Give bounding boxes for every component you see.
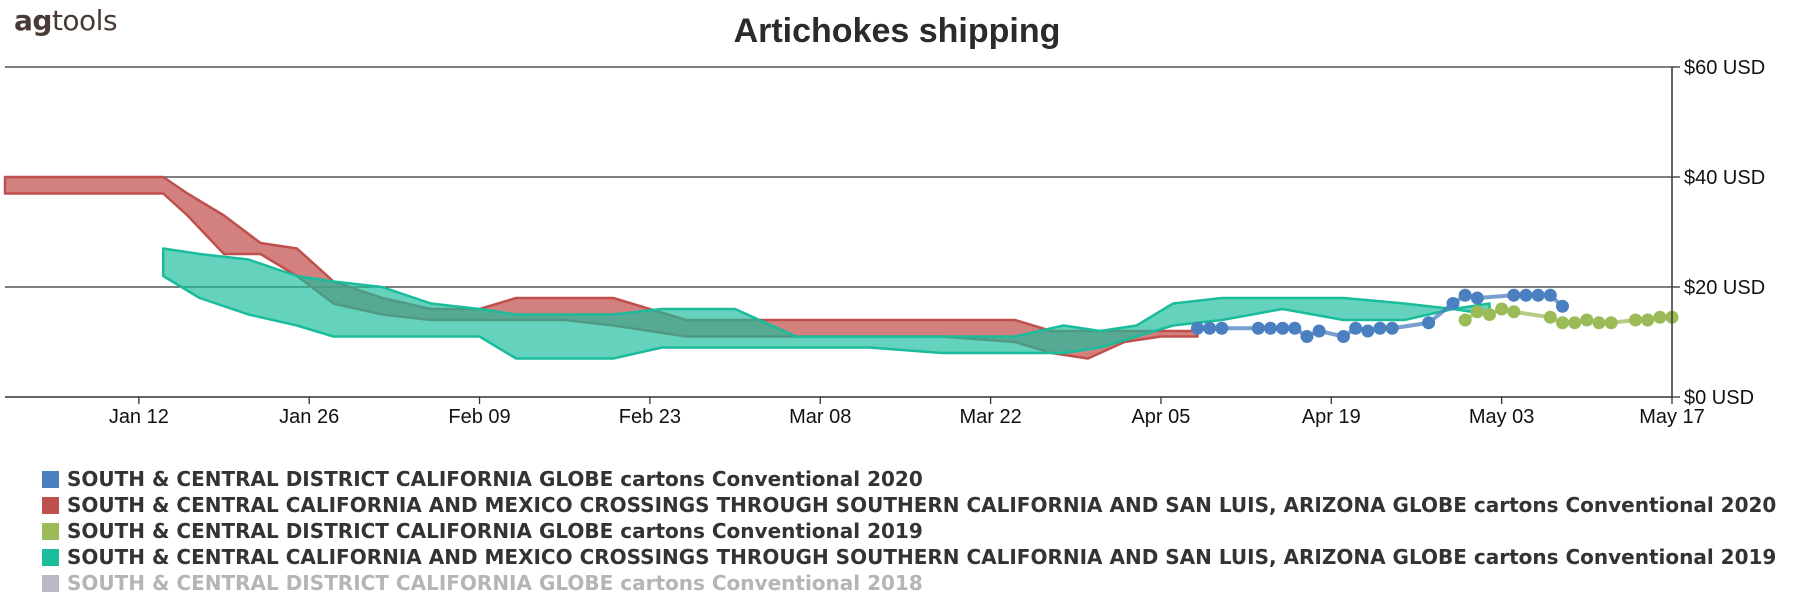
x-tick-label: Mar 08 (789, 406, 851, 428)
data-point (1422, 316, 1436, 330)
data-point (1568, 316, 1582, 330)
data-point (1263, 321, 1277, 335)
legend-item[interactable]: SOUTH & CENTRAL DISTRICT CALIFORNIA GLOB… (42, 518, 1776, 544)
data-point (1349, 321, 1363, 335)
data-point (1446, 297, 1460, 310)
x-tick-label: May 17 (1639, 406, 1705, 428)
legend-label: SOUTH & CENTRAL DISTRICT CALIFORNIA GLOB… (67, 519, 923, 543)
legend-swatch (42, 496, 59, 514)
x-tick-label: Feb 23 (619, 406, 681, 428)
data-point (1312, 324, 1326, 338)
legend-label: SOUTH & CENTRAL DISTRICT CALIFORNIA GLOB… (67, 467, 923, 491)
legend-item[interactable]: SOUTH & CENTRAL DISTRICT CALIFORNIA GLOB… (42, 466, 1776, 492)
chart-title: Artichokes shipping (734, 12, 1061, 50)
data-point (1653, 310, 1667, 324)
legend-label: SOUTH & CENTRAL DISTRICT CALIFORNIA GLOB… (67, 571, 923, 595)
y-tick-label: $60 USD (1684, 57, 1765, 79)
data-point (1592, 316, 1606, 330)
data-point (1385, 321, 1399, 335)
data-point (1203, 321, 1217, 335)
x-tick-label: Apr 19 (1302, 406, 1361, 428)
data-point (1543, 310, 1557, 324)
legend-swatch (42, 548, 59, 566)
x-tick-label: Feb 09 (448, 406, 510, 428)
data-point (1373, 321, 1387, 335)
data-point (1251, 321, 1265, 335)
data-point (1507, 305, 1521, 319)
data-point (1458, 288, 1472, 302)
y-tick-label: $20 USD (1684, 277, 1765, 299)
legend-item[interactable]: SOUTH & CENTRAL CALIFORNIA AND MEXICO CR… (42, 544, 1776, 570)
data-point (1458, 313, 1472, 327)
y-tick-label: $0 USD (1684, 387, 1754, 409)
data-point (1470, 305, 1484, 319)
data-point (1215, 321, 1229, 335)
data-point (1531, 288, 1545, 302)
data-point (1482, 308, 1496, 321)
legend-label: SOUTH & CENTRAL CALIFORNIA AND MEXICO CR… (67, 493, 1777, 517)
data-point (1300, 330, 1314, 343)
legend-swatch (42, 574, 59, 592)
data-point (1276, 321, 1290, 335)
x-tick-label: Mar 22 (959, 406, 1021, 428)
legend-item[interactable]: SOUTH & CENTRAL CALIFORNIA AND MEXICO CR… (42, 492, 1776, 518)
data-point (1555, 316, 1569, 330)
data-point (1190, 321, 1204, 335)
x-tick-label: May 03 (1469, 406, 1535, 428)
legend-item[interactable]: SOUTH & CENTRAL DISTRICT CALIFORNIA GLOB… (42, 570, 1776, 596)
data-point (1604, 316, 1618, 330)
data-point (1495, 302, 1509, 316)
legend-swatch (42, 522, 59, 540)
legend-swatch (42, 470, 59, 488)
x-tick-label: Jan 12 (109, 406, 169, 428)
data-point (1641, 313, 1655, 327)
data-point (1336, 330, 1350, 343)
data-point (1470, 291, 1484, 305)
x-tick-label: Apr 05 (1131, 406, 1190, 428)
legend: SOUTH & CENTRAL DISTRICT CALIFORNIA GLOB… (42, 466, 1776, 596)
x-tick-label: Jan 26 (279, 406, 339, 428)
chart: Artichokes shipping $0 USD $20 USD $40 USD… (3, 12, 1765, 428)
y-tick-label: $40 USD (1684, 167, 1765, 189)
legend-label: SOUTH & CENTRAL CALIFORNIA AND MEXICO CR… (67, 545, 1777, 569)
data-point (1580, 313, 1594, 327)
series-band (161, 247, 1491, 360)
data-point (1361, 324, 1375, 338)
data-point (1507, 288, 1521, 302)
data-point (1628, 313, 1642, 327)
data-point (1519, 288, 1533, 302)
data-point (1288, 321, 1302, 335)
agtools-logo: agtools (14, 4, 118, 37)
data-point (1555, 299, 1569, 313)
data-point (1543, 288, 1557, 302)
